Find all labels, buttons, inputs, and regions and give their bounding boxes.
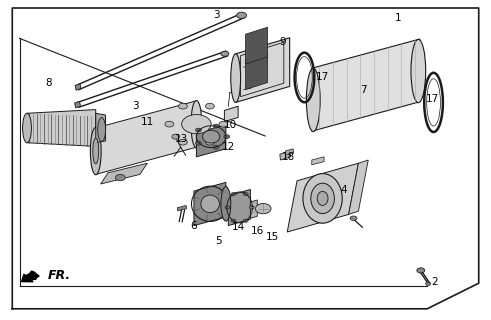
- Polygon shape: [250, 200, 257, 218]
- Polygon shape: [236, 38, 290, 102]
- Ellipse shape: [306, 68, 320, 132]
- Circle shape: [182, 115, 211, 134]
- Circle shape: [237, 12, 246, 19]
- Circle shape: [224, 135, 230, 139]
- Circle shape: [213, 124, 219, 128]
- Polygon shape: [349, 160, 368, 214]
- Polygon shape: [101, 163, 147, 184]
- Polygon shape: [27, 109, 96, 147]
- Ellipse shape: [411, 39, 426, 103]
- Circle shape: [255, 204, 271, 214]
- Circle shape: [243, 219, 248, 222]
- Ellipse shape: [201, 195, 219, 212]
- Circle shape: [178, 139, 188, 145]
- Polygon shape: [75, 84, 81, 90]
- Circle shape: [231, 192, 236, 196]
- Polygon shape: [194, 182, 226, 226]
- Circle shape: [231, 219, 236, 222]
- Text: 2: 2: [431, 277, 438, 287]
- Text: 1: 1: [394, 12, 401, 23]
- Circle shape: [243, 192, 248, 196]
- Circle shape: [195, 128, 201, 132]
- Polygon shape: [287, 163, 358, 232]
- Circle shape: [195, 141, 201, 145]
- Text: 11: 11: [141, 116, 154, 127]
- Ellipse shape: [303, 173, 342, 223]
- Ellipse shape: [98, 118, 106, 141]
- Circle shape: [165, 121, 174, 127]
- Polygon shape: [312, 39, 420, 131]
- Polygon shape: [312, 157, 324, 165]
- Polygon shape: [177, 205, 187, 211]
- Ellipse shape: [231, 54, 241, 102]
- Text: 3: 3: [132, 100, 138, 111]
- Ellipse shape: [23, 113, 31, 143]
- Polygon shape: [196, 125, 226, 157]
- Polygon shape: [96, 101, 196, 174]
- Circle shape: [179, 103, 188, 109]
- Text: 12: 12: [222, 142, 235, 152]
- Text: 17: 17: [426, 94, 438, 104]
- Text: 5: 5: [215, 236, 222, 246]
- Circle shape: [205, 103, 215, 109]
- Text: 15: 15: [266, 232, 278, 243]
- Ellipse shape: [221, 187, 231, 221]
- Circle shape: [213, 145, 219, 149]
- Ellipse shape: [93, 138, 99, 164]
- Text: 14: 14: [232, 222, 245, 232]
- Text: 4: 4: [340, 185, 347, 196]
- Circle shape: [225, 206, 230, 209]
- Polygon shape: [246, 27, 268, 64]
- Polygon shape: [96, 113, 106, 143]
- Circle shape: [219, 121, 228, 127]
- Text: 16: 16: [251, 226, 264, 236]
- Text: 17: 17: [316, 72, 328, 83]
- FancyArrow shape: [22, 272, 39, 282]
- Polygon shape: [285, 149, 294, 155]
- Text: 7: 7: [360, 84, 367, 95]
- Ellipse shape: [317, 191, 328, 205]
- Polygon shape: [280, 151, 291, 160]
- Polygon shape: [224, 106, 238, 122]
- Circle shape: [249, 206, 254, 209]
- Text: 9: 9: [279, 36, 286, 47]
- Text: 10: 10: [224, 120, 237, 130]
- Circle shape: [350, 216, 357, 220]
- Text: FR.: FR.: [48, 269, 71, 282]
- Circle shape: [221, 51, 229, 56]
- Ellipse shape: [191, 100, 202, 148]
- Polygon shape: [246, 53, 268, 90]
- Ellipse shape: [202, 130, 219, 143]
- Circle shape: [172, 134, 180, 139]
- Text: 6: 6: [191, 220, 197, 231]
- Circle shape: [115, 174, 125, 181]
- Ellipse shape: [90, 127, 101, 175]
- Polygon shape: [228, 189, 250, 226]
- Ellipse shape: [311, 183, 334, 214]
- Text: 8: 8: [45, 78, 52, 88]
- Text: 13: 13: [175, 134, 188, 144]
- Circle shape: [417, 268, 425, 273]
- Polygon shape: [75, 101, 81, 108]
- Circle shape: [205, 139, 214, 145]
- Circle shape: [426, 282, 431, 285]
- Text: 18: 18: [282, 152, 295, 162]
- Text: 3: 3: [213, 10, 219, 20]
